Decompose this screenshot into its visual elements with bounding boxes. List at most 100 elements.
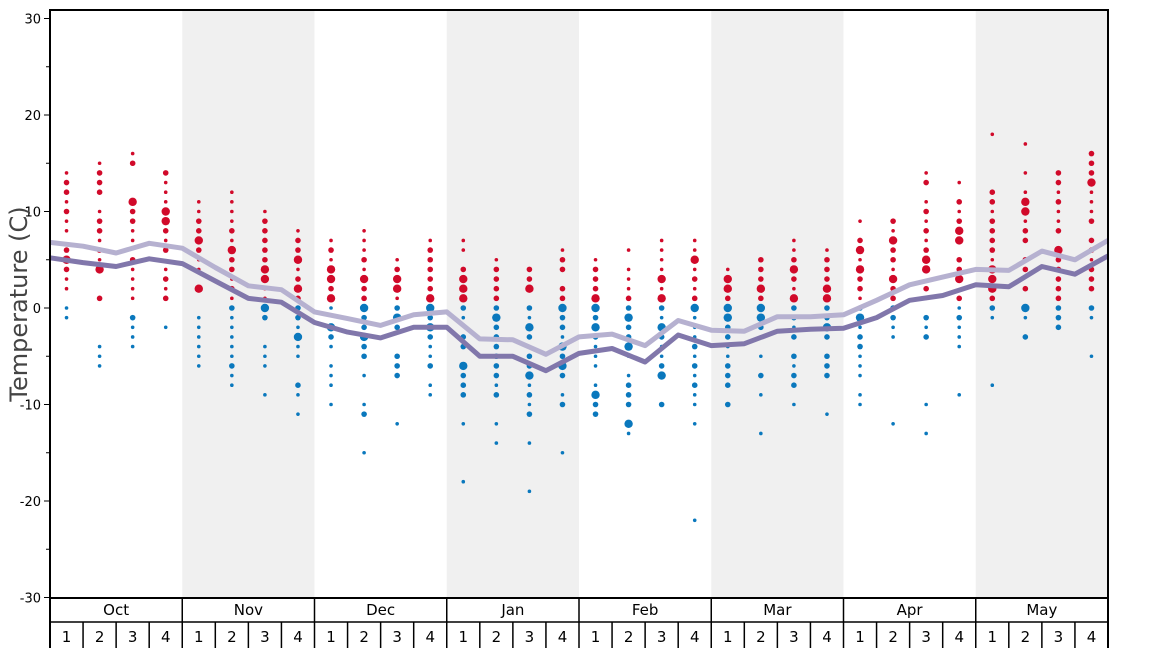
low-temp-dot [1055,314,1062,321]
low-temp-dot [461,479,466,484]
month-label: Nov [234,601,263,619]
low-temp-dot [990,315,995,320]
high-temp-dot [427,285,434,292]
high-temp-dot [921,255,931,264]
low-temp-dot [296,393,300,397]
low-temp-dot [957,344,962,349]
high-temp-dot [362,229,366,233]
low-temp-dot [1022,334,1029,340]
low-temp-dot [526,334,533,340]
high-temp-dot [129,208,136,215]
low-temp-dot [525,323,534,332]
high-temp-dot [162,247,169,253]
low-temp-dot [559,324,566,331]
high-temp-dot [1055,179,1062,186]
low-temp-dot [626,431,631,436]
week-label: 4 [1087,628,1097,646]
high-temp-dot [657,274,666,284]
high-temp-dot [64,229,69,233]
high-temp-dot [924,171,928,175]
week-label: 1 [855,628,865,646]
low-temp-dot [1089,315,1094,320]
high-temp-dot [1056,190,1061,194]
low-temp-dot [295,314,301,321]
week-label: 3 [128,628,138,646]
low-temp-dot [395,422,399,426]
low-temp-dot [329,402,333,407]
low-temp-dot [428,354,433,359]
high-temp-dot [63,189,70,195]
light-line [49,238,1110,357]
high-temp-dot [162,295,169,302]
high-temp-dot [362,267,366,272]
high-temp-dot [692,248,697,252]
high-temp-dot [858,296,862,301]
high-temp-dot [825,248,829,252]
low-temp-dot [328,334,334,340]
low-temp-dot [792,402,796,407]
high-temp-dot [96,179,103,186]
high-temp-dot [494,257,499,262]
high-temp-dot [659,267,664,272]
low-temp-dot [527,489,532,494]
week-label: 3 [789,628,799,646]
high-temp-dot [758,266,764,273]
high-temp-dot [64,200,69,204]
high-temp-dot [460,266,467,273]
high-temp-dot [97,257,102,262]
low-temp-dot [263,364,267,368]
high-temp-dot [924,219,928,223]
high-temp-dot [130,229,135,233]
low-temp-dot [525,371,534,380]
low-temp-dot [493,305,500,311]
week-label: 2 [95,628,105,646]
low-temp-dot [526,305,533,311]
high-temp-dot [130,151,135,156]
low-temp-dot [229,305,235,311]
month-label: May [1026,601,1057,619]
high-temp-dot [162,276,169,282]
high-temp-dot [1022,266,1029,273]
high-temp-dot [1021,197,1030,207]
low-temp-dot [296,344,300,349]
week-label: 1 [194,628,204,646]
low-temp-dot [394,353,400,360]
low-temp-dot [791,334,797,340]
high-temp-dot [891,229,895,233]
high-temp-dot [923,179,929,186]
low-temp-dot [359,303,369,313]
low-temp-dot [759,354,763,359]
low-temp-dot [759,393,763,397]
high-temp-dot [957,209,962,214]
high-temp-dot [924,200,928,204]
high-temp-dot [427,276,434,282]
low-temp-dot [230,335,234,339]
high-temp-dot [626,277,631,281]
low-temp-dot [625,401,632,408]
high-temp-dot [923,208,929,215]
high-temp-dot [857,276,863,282]
high-temp-dot [989,228,996,234]
high-temp-dot [791,256,797,263]
low-temp-dot [858,354,862,359]
high-temp-dot [592,276,599,282]
high-temp-dot [890,295,896,302]
low-temp-dot [1055,305,1062,311]
low-temp-dot [559,314,566,321]
low-temp-dot [825,412,829,416]
low-temp-dot [130,344,135,349]
high-temp-dot [989,189,996,195]
low-temp-dot [260,303,270,313]
high-temp-dot [1089,209,1094,214]
week-label: 1 [723,628,733,646]
low-temp-dot [956,314,963,321]
low-temp-dot [428,393,433,397]
high-temp-dot [426,294,435,303]
low-temp-dot [558,303,567,313]
high-temp-dot [64,277,69,281]
high-temp-dot [659,248,664,252]
low-temp-dot [459,361,468,371]
month-bands [182,10,1108,598]
high-temp-dot [692,286,697,291]
low-temp-dot [1089,354,1094,359]
